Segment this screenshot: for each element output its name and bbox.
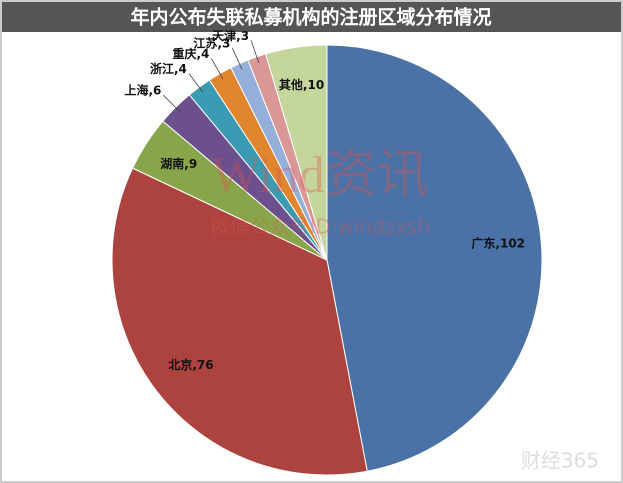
leader-line	[188, 73, 204, 93]
chart-title: 年内公布失联私募机构的注册区域分布情况	[130, 6, 491, 29]
title-bar	[2, 2, 621, 32]
leader-line	[163, 94, 181, 113]
data-label: 上海,6	[124, 83, 161, 98]
data-label: 湖南,9	[160, 156, 197, 171]
data-label: 浙江,4	[150, 61, 187, 76]
watermark: Wind资讯	[211, 147, 428, 204]
leader-line	[231, 47, 243, 70]
data-label: 其他,10	[279, 77, 324, 92]
pie: 广东,102 北京,76 湖南,9 上海,6 浙江,4重庆,4江苏,3天津,3 其他,10	[111, 28, 543, 476]
pie-slice	[111, 167, 368, 476]
data-label: 北京,76	[168, 357, 213, 372]
leader-line	[211, 58, 224, 80]
watermark: 财经365	[521, 449, 599, 473]
data-label: 天津,3	[212, 28, 249, 43]
pie-slice	[326, 44, 543, 472]
data-label: 重庆,4	[172, 46, 209, 61]
data-label: 江苏,3	[193, 35, 230, 50]
pie-slice	[264, 44, 328, 261]
data-label: 广东,102	[471, 235, 525, 250]
watermark: 微信公众号ID:windzxsh	[210, 215, 431, 239]
leader-line	[250, 40, 260, 64]
